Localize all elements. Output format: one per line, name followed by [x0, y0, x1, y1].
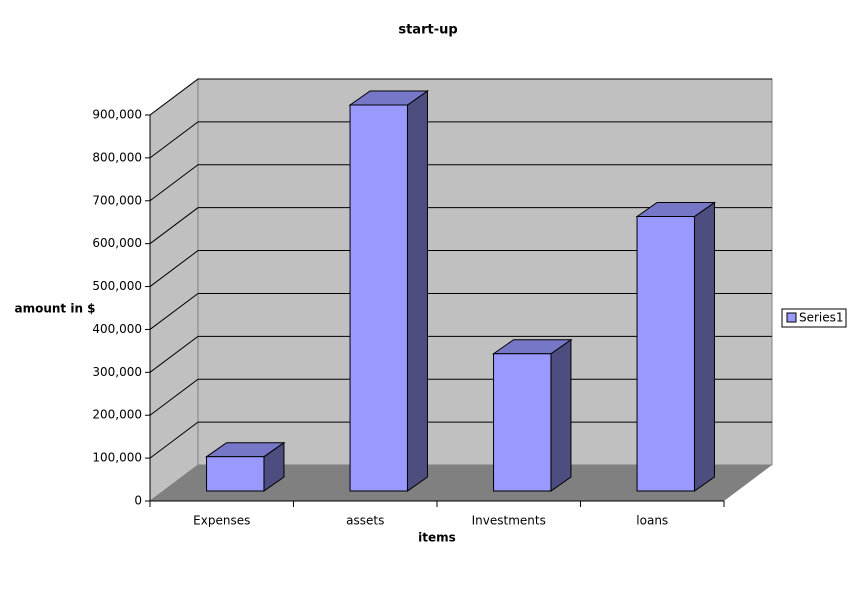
- y-tick-label: 0: [134, 494, 142, 508]
- y-tick-label: 400,000: [92, 322, 142, 336]
- y-tick-label: 100,000: [92, 451, 142, 465]
- chart-title: start-up: [398, 23, 457, 38]
- grid-line: [149, 292, 772, 330]
- bar-side: [693, 201, 715, 492]
- x-tick-label: Expenses: [193, 514, 250, 528]
- bar: [349, 104, 408, 492]
- y-tick-label: 800,000: [92, 150, 142, 164]
- y-tick-label: 500,000: [92, 279, 142, 293]
- grid-line: [149, 121, 772, 159]
- bar: [493, 353, 552, 492]
- y-tick-label: 600,000: [92, 236, 142, 250]
- y-axis-label: amount in $: [14, 302, 95, 316]
- grid-line: [149, 335, 772, 373]
- x-tick-label: assets: [346, 514, 384, 528]
- bar-side: [550, 338, 572, 492]
- bar-side: [406, 90, 428, 492]
- y-tick-label: 900,000: [92, 108, 142, 122]
- x-tick-label: Investments: [472, 514, 546, 528]
- grid-line: [149, 78, 772, 116]
- grid-line: [149, 421, 772, 459]
- legend-swatch: [786, 312, 797, 323]
- bar: [636, 216, 695, 492]
- legend-box: [781, 308, 847, 328]
- bar: [206, 456, 265, 492]
- grid-line: [149, 207, 772, 245]
- floor: [150, 465, 772, 501]
- grid-line: [149, 378, 772, 416]
- x-tick-label: loans: [636, 514, 668, 528]
- grid-line: [149, 164, 772, 202]
- y-tick-label: 700,000: [92, 193, 142, 207]
- legend-label: Series1: [799, 311, 844, 325]
- x-axis-label: items: [418, 531, 456, 545]
- grid-line: [149, 250, 772, 287]
- y-tick-label: 300,000: [92, 365, 142, 379]
- side-wall: [149, 78, 199, 502]
- y-tick-label: 200,000: [92, 408, 142, 422]
